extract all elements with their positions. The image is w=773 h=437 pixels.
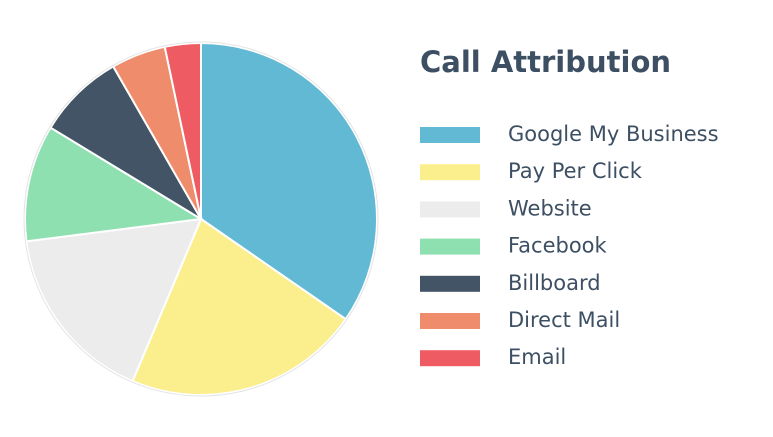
legend-swatch <box>420 201 480 218</box>
pie-slice <box>25 217 203 383</box>
pie-slice <box>24 126 204 243</box>
legend-swatch <box>420 313 480 329</box>
pie-slice <box>163 41 202 220</box>
legend-swatch <box>420 350 480 367</box>
legend-label: Direct Mail <box>508 308 620 332</box>
legend-label: Google My Business <box>508 122 719 146</box>
pie-slice <box>131 217 348 396</box>
legend-label: Billboard <box>508 271 601 295</box>
legend-swatch <box>420 127 480 143</box>
legend-label: Pay Per Click <box>508 159 643 183</box>
legend-label: Facebook <box>508 234 608 258</box>
pie-slice <box>200 41 378 321</box>
pie-outline <box>23 41 379 397</box>
legend-label: Website <box>508 196 592 220</box>
legend-swatch <box>420 164 480 181</box>
pie-slice <box>49 65 202 220</box>
chart-title: Call Attribution <box>420 45 671 79</box>
legend-swatch <box>420 275 480 292</box>
legend-swatch <box>420 238 480 255</box>
legend-label: Email <box>508 345 566 369</box>
